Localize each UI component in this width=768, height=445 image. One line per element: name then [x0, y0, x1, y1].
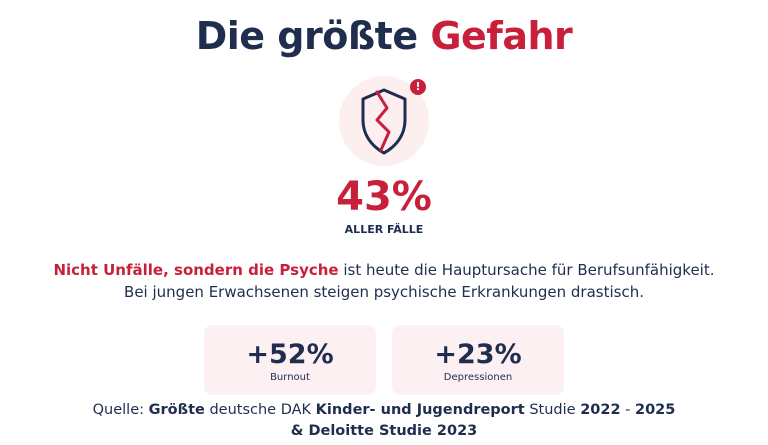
- broken-shield-icon: [361, 88, 407, 155]
- description-rest: ist heute die Hauptursache für Berufsunf…: [338, 261, 715, 279]
- source-bold-4: 2025: [635, 402, 676, 418]
- source-note: Quelle: Größte deutsche DAK Kinder- und …: [20, 400, 748, 442]
- alert-badge: !: [410, 79, 426, 95]
- highlight-label: ALLER FÄLLE: [344, 223, 424, 236]
- stat-card-depression: +23% Depressionen: [392, 325, 564, 395]
- highlight-percent: 43%: [336, 174, 432, 220]
- source-text-1: deutsche DAK: [204, 402, 316, 418]
- source-bold-5: & Deloitte Studie 2023: [290, 423, 478, 439]
- title-main: Die größte: [195, 14, 431, 58]
- stat-value: +23%: [434, 339, 522, 370]
- stat-value: +52%: [246, 339, 334, 370]
- source-text-2: Studie: [524, 402, 581, 418]
- stat-label: Burnout: [270, 372, 310, 383]
- stat-card-burnout: +52% Burnout: [204, 325, 376, 395]
- source-text-3: -: [620, 402, 635, 418]
- description-line2: Bei jungen Erwachsenen steigen psychisch…: [124, 283, 644, 301]
- page-title: Die größte Gefahr: [0, 14, 768, 58]
- source-bold-2: Kinder- und Jugendreport: [315, 402, 525, 418]
- description: Nicht Unfälle, sondern die Psyche ist he…: [20, 259, 748, 303]
- description-emphasis: Nicht Unfälle, sondern die Psyche: [53, 261, 339, 279]
- title-accent: Gefahr: [430, 14, 573, 58]
- source-bold-3: 2022: [580, 402, 621, 418]
- stat-label: Depressionen: [443, 372, 513, 383]
- source-bold-1: Größte: [148, 402, 205, 418]
- source-prefix: Quelle:: [92, 402, 149, 418]
